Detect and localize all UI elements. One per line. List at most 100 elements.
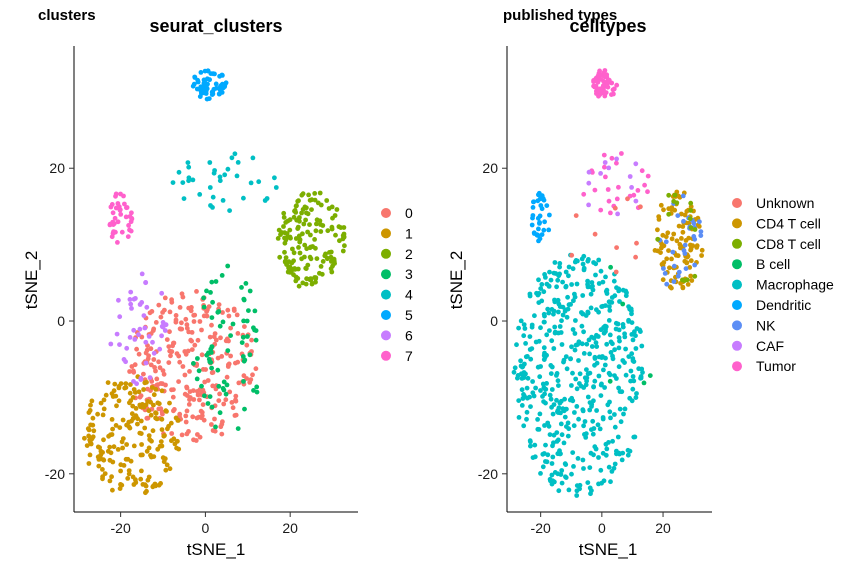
data-point <box>548 396 554 402</box>
data-point <box>142 325 148 331</box>
data-point <box>194 289 199 294</box>
data-point <box>625 196 630 202</box>
data-point <box>165 426 170 432</box>
legend-swatch <box>732 238 742 249</box>
data-point <box>525 354 530 359</box>
data-point <box>115 447 121 452</box>
legend-swatch <box>732 361 742 372</box>
data-point <box>658 202 664 208</box>
data-point <box>305 211 311 217</box>
data-point <box>683 266 689 271</box>
data-point <box>297 239 303 245</box>
data-point <box>546 310 552 316</box>
data-point <box>558 421 564 427</box>
data-point <box>569 252 575 258</box>
data-point <box>574 404 580 409</box>
data-point <box>589 280 595 285</box>
data-point <box>145 386 151 392</box>
data-point <box>612 424 618 430</box>
data-point <box>134 346 140 352</box>
data-point <box>671 263 677 269</box>
data-point <box>127 382 133 387</box>
data-point <box>594 344 600 349</box>
data-point <box>207 394 213 399</box>
data-point <box>687 265 693 270</box>
data-point <box>186 402 192 407</box>
legend-swatch <box>732 259 742 270</box>
data-point <box>181 196 187 202</box>
data-point <box>247 380 253 385</box>
data-point <box>213 337 219 343</box>
data-point <box>131 443 137 449</box>
data-point <box>188 337 194 343</box>
data-point <box>312 197 318 203</box>
data-point <box>598 171 603 176</box>
data-point <box>109 202 115 207</box>
y-tick-label: 0 <box>57 313 65 329</box>
data-point <box>123 385 129 390</box>
data-point <box>131 327 137 333</box>
data-point <box>536 192 541 198</box>
data-point <box>190 414 196 420</box>
data-point <box>301 221 307 227</box>
data-point <box>511 369 517 375</box>
data-point <box>528 439 533 445</box>
data-point <box>547 269 552 275</box>
data-point <box>111 444 117 450</box>
data-point <box>144 379 149 385</box>
data-point <box>552 324 558 330</box>
data-point <box>195 356 200 361</box>
data-point <box>296 245 301 250</box>
data-point <box>549 338 555 344</box>
data-point <box>532 454 538 460</box>
data-point <box>574 386 580 392</box>
data-point <box>592 231 598 237</box>
data-point <box>220 310 225 315</box>
data-point <box>142 425 148 431</box>
legend-label: 4 <box>405 287 413 303</box>
data-point <box>164 409 169 414</box>
data-point <box>103 392 109 398</box>
data-point <box>554 284 559 290</box>
data-point <box>221 387 227 393</box>
data-point <box>588 305 594 311</box>
data-point <box>590 431 596 437</box>
data-point <box>204 309 210 314</box>
data-point <box>143 280 149 285</box>
data-point <box>580 293 586 298</box>
data-point <box>529 222 535 228</box>
data-point <box>199 327 204 333</box>
data-point <box>169 431 175 436</box>
data-point <box>594 360 600 366</box>
data-point <box>633 346 639 351</box>
data-point <box>614 160 619 166</box>
data-point <box>524 385 530 391</box>
data-point <box>207 359 213 365</box>
data-point <box>128 301 134 307</box>
data-point <box>634 240 639 246</box>
data-point <box>158 439 164 444</box>
data-point <box>527 291 533 297</box>
data-point <box>565 306 571 312</box>
data-point <box>541 399 546 404</box>
data-point <box>199 383 204 389</box>
data-point <box>146 334 152 339</box>
data-point <box>160 455 166 461</box>
data-point <box>342 243 347 249</box>
data-point <box>606 318 612 323</box>
data-point <box>179 320 184 326</box>
data-point <box>537 374 543 380</box>
data-point <box>307 197 313 203</box>
data-point <box>320 223 326 228</box>
data-point <box>666 248 671 254</box>
data-point <box>658 250 663 256</box>
data-point <box>225 348 231 353</box>
data-point <box>314 221 319 227</box>
data-point <box>180 294 186 300</box>
data-point <box>117 425 123 430</box>
data-point <box>283 255 289 260</box>
data-point <box>534 232 540 238</box>
data-point <box>278 232 283 238</box>
data-point <box>141 371 146 377</box>
x-tick-label: 20 <box>282 520 298 536</box>
